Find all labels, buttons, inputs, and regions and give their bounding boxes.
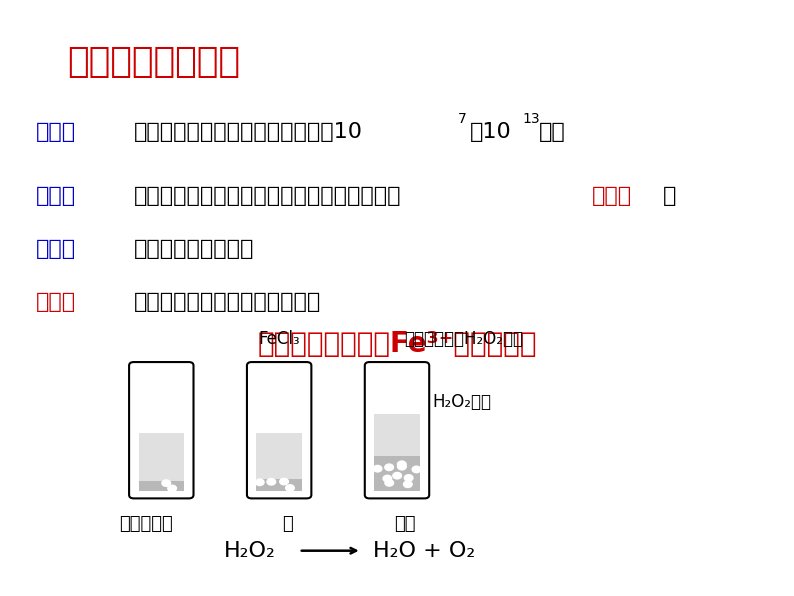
Text: 酶的催化效率大约是无机催化剂的10: 酶的催化效率大约是无机催化剂的10 (134, 122, 363, 142)
Text: 肝脏研磨液（H₂O₂酶）: 肝脏研磨液（H₂O₂酶） (404, 330, 523, 348)
Circle shape (393, 473, 402, 479)
Text: 如何设计实验证明酶具有高效性: 如何设计实验证明酶具有高效性 (134, 292, 321, 312)
FancyBboxPatch shape (247, 362, 311, 498)
Circle shape (267, 479, 276, 485)
Bar (374, 457, 420, 491)
Bar (138, 481, 184, 491)
FancyBboxPatch shape (129, 362, 194, 498)
Circle shape (383, 475, 391, 482)
Text: 7: 7 (458, 112, 467, 126)
Circle shape (412, 466, 421, 473)
Circle shape (385, 480, 394, 486)
Text: 。: 。 (662, 187, 676, 206)
Circle shape (404, 474, 413, 481)
Text: 使细胞代谢快速进行: 使细胞代谢快速进行 (134, 239, 254, 259)
Circle shape (398, 464, 407, 470)
Text: 实验：: 实验： (36, 292, 75, 312)
Text: 少: 少 (282, 516, 292, 533)
Circle shape (162, 480, 171, 486)
Circle shape (373, 465, 382, 472)
Text: H₂O + O₂: H₂O + O₂ (373, 541, 476, 561)
Text: 更显著: 更显著 (592, 187, 632, 206)
Text: 意义：: 意义： (36, 239, 75, 259)
Circle shape (286, 485, 295, 491)
Text: 原因：: 原因： (36, 187, 75, 206)
Text: 倍。: 倍。 (538, 122, 565, 142)
Bar (256, 433, 302, 491)
Circle shape (279, 479, 288, 485)
Text: 气泡：很少: 气泡：很少 (119, 516, 172, 533)
Bar (374, 414, 420, 491)
Text: H₂O₂溶液: H₂O₂溶液 (433, 393, 491, 411)
Circle shape (256, 479, 264, 486)
Circle shape (385, 464, 394, 470)
Text: 总结、酶的高效性: 总结、酶的高效性 (67, 45, 240, 79)
Bar (138, 433, 184, 491)
Text: FeCl₃: FeCl₃ (258, 330, 300, 348)
Circle shape (403, 481, 412, 488)
Text: H₂O₂: H₂O₂ (224, 541, 276, 561)
Text: 与无机催化剂相比，酶降低化学反应的活化能: 与无机催化剂相比，酶降低化学反应的活化能 (134, 187, 401, 206)
Circle shape (168, 485, 176, 492)
Text: 比较过氧化氢酶和Fe³⁺的催化效率: 比较过氧化氢酶和Fe³⁺的催化效率 (257, 330, 537, 358)
Text: 很多: 很多 (394, 516, 415, 533)
Circle shape (398, 461, 406, 467)
Text: 13: 13 (522, 112, 541, 126)
Bar (256, 479, 302, 491)
Text: 含义：: 含义： (36, 122, 75, 142)
FancyBboxPatch shape (364, 362, 430, 498)
Text: ～10: ～10 (470, 122, 512, 142)
